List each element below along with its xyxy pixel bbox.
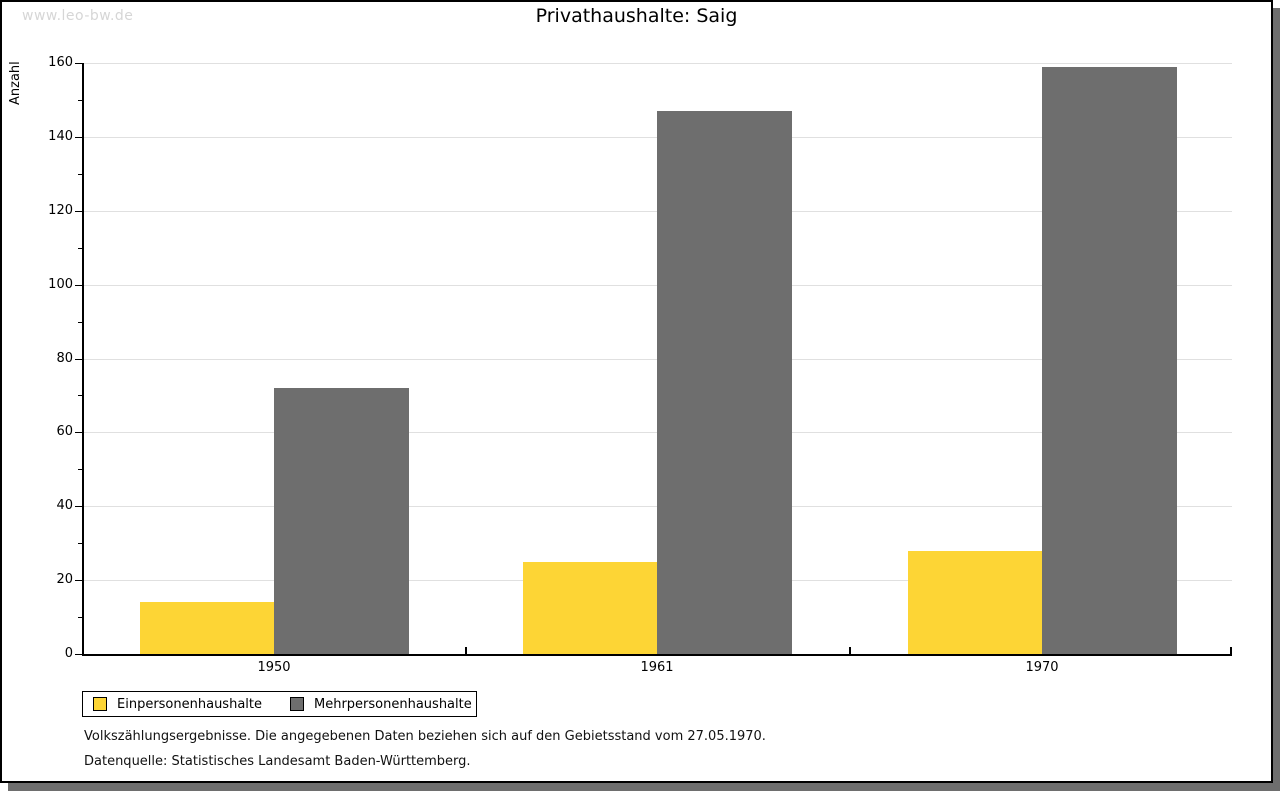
y-tick-minor-70 xyxy=(78,395,82,397)
gridline-160 xyxy=(84,63,1232,64)
y-tick-minor-90 xyxy=(78,321,82,323)
x-tick-label-1970: 1970 xyxy=(1025,660,1059,675)
legend: Einpersonenhaushalte Mehrpersonenhaushal… xyxy=(82,691,477,717)
y-tick-label-40: 40 xyxy=(56,498,73,514)
legend-label: Mehrpersonenhaushalte xyxy=(314,696,472,712)
legend-label: Einpersonenhaushalte xyxy=(117,696,262,712)
y-tick-major-100 xyxy=(75,284,82,286)
y-tick-minor-150 xyxy=(78,99,82,101)
watermark-url: www.leo-bw.de xyxy=(22,8,134,24)
x-axis-line xyxy=(82,654,1232,656)
legend-item-mehrpersonenhaushalte: Mehrpersonenhaushalte xyxy=(290,697,472,712)
footnote-census-note: Volkszählungsergebnisse. Die angegebenen… xyxy=(84,729,766,744)
y-tick-minor-30 xyxy=(78,543,82,545)
legend-swatch-gray xyxy=(290,697,304,711)
bar-einpersonenhaushalte-1950 xyxy=(140,602,274,654)
bar-einpersonenhaushalte-1961 xyxy=(523,562,657,654)
y-tick-label-100: 100 xyxy=(48,276,73,292)
y-tick-major-0 xyxy=(75,654,82,655)
x-tick-1 xyxy=(849,647,851,654)
bar-mehrpersonenhaushalte-1950 xyxy=(274,388,409,654)
y-axis-title: Anzahl xyxy=(8,61,23,105)
legend-item-einpersonenhaushalte: Einpersonenhaushalte xyxy=(93,697,262,712)
y-tick-minor-50 xyxy=(78,469,82,471)
y-tick-major-140 xyxy=(75,136,82,138)
footnote-data-source: Datenquelle: Statistisches Landesamt Bad… xyxy=(84,754,471,769)
x-tick-0 xyxy=(465,647,467,654)
chart-title: Privathaushalte: Saig xyxy=(535,5,738,27)
y-tick-label-160: 160 xyxy=(48,55,73,70)
y-tick-label-80: 80 xyxy=(56,350,73,366)
x-tick-label-1961: 1961 xyxy=(640,660,674,675)
y-tick-major-80 xyxy=(75,358,82,360)
y-tick-label-20: 20 xyxy=(56,572,73,588)
bar-einpersonenhaushalte-1970 xyxy=(908,551,1042,654)
y-axis-line xyxy=(82,63,84,656)
y-tick-major-60 xyxy=(75,432,82,434)
y-tick-label-0: 0 xyxy=(64,646,73,661)
y-tick-label-140: 140 xyxy=(48,128,73,144)
x-tick-2 xyxy=(1230,647,1232,654)
x-tick-label-1950: 1950 xyxy=(257,660,291,675)
y-tick-major-40 xyxy=(75,506,82,508)
bar-mehrpersonenhaushalte-1970 xyxy=(1042,67,1177,654)
bar-mehrpersonenhaushalte-1961 xyxy=(657,111,792,654)
plot-area: 0 20 40 60 80 100 120 140 160 1950 1961 1970 xyxy=(48,55,1232,675)
y-tick-label-60: 60 xyxy=(56,424,73,440)
legend-swatch-yellow xyxy=(93,697,107,711)
y-tick-minor-110 xyxy=(78,247,82,249)
y-tick-major-120 xyxy=(75,210,82,212)
y-tick-major-20 xyxy=(75,580,82,582)
y-tick-minor-10 xyxy=(78,617,82,619)
y-tick-major-160 xyxy=(75,63,82,64)
y-tick-label-120: 120 xyxy=(48,202,73,218)
y-tick-minor-130 xyxy=(78,173,82,175)
